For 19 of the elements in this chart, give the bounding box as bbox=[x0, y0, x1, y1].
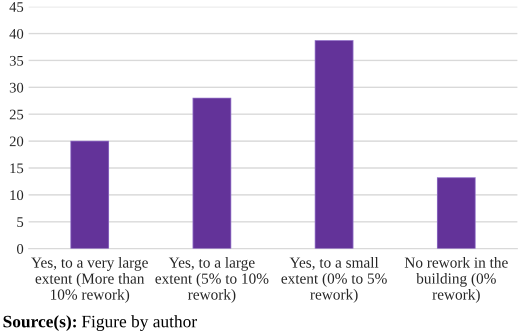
bar bbox=[70, 140, 110, 249]
source-note: Source(s): Figure by author bbox=[4, 315, 197, 331]
bar bbox=[436, 177, 476, 249]
x-tick-label: Yes, to a large extent (5% to 10% rework) bbox=[155, 256, 268, 303]
y-tick-label: 20 bbox=[10, 136, 24, 146]
y-tick-label: 10 bbox=[10, 190, 24, 200]
y-tick-label: 5 bbox=[17, 217, 24, 227]
y-tick-label: 35 bbox=[10, 56, 24, 66]
y-tick-label: 25 bbox=[10, 110, 24, 120]
y-tick-label: 40 bbox=[9, 28, 24, 39]
x-tick-label: Yes, to a small extent (0% to 5% rework) bbox=[281, 256, 387, 303]
x-tick-label: Yes, to a very large extent (More than 10% rework) bbox=[31, 256, 148, 303]
y-tick-label: 30 bbox=[10, 82, 24, 93]
x-tick-label: No rework in the building (0% rework) bbox=[404, 256, 508, 303]
y-tick-label: 0 bbox=[17, 244, 24, 254]
y-tick-label: 45 bbox=[9, 2, 24, 12]
y-tick-label: 15 bbox=[10, 163, 24, 174]
bar bbox=[192, 98, 232, 249]
bar bbox=[314, 40, 354, 249]
